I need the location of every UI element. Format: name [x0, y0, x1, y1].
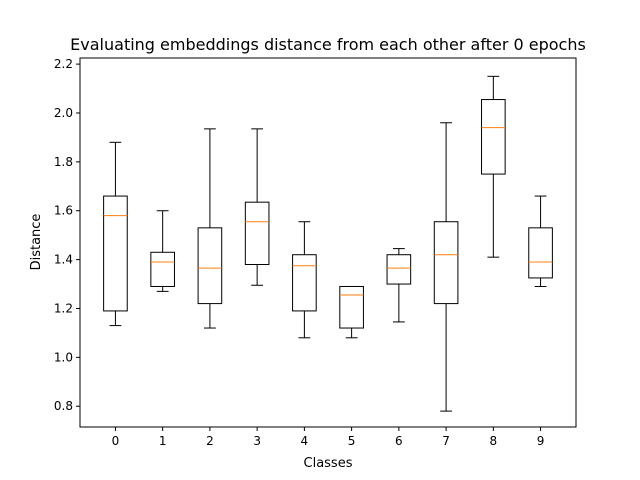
iqr-box	[197, 227, 223, 305]
iqr-box	[528, 227, 553, 279]
x-axis: 0 1 2 3 4 5 6 7 8 9	[112, 427, 545, 448]
x-tick-label: 7	[442, 434, 450, 448]
y-tick-label: 1.4	[54, 253, 73, 267]
iqr-box	[150, 251, 175, 287]
iqr-box	[244, 201, 270, 265]
y-tick-label: 2.2	[54, 57, 73, 71]
x-tick-label: 4	[301, 434, 309, 448]
y-tick-label: 1.2	[54, 301, 73, 315]
x-axis-label: Classes	[304, 456, 353, 471]
x-tick-label: 0	[112, 434, 120, 448]
y-axis: 0.8 1.0 1.2 1.4 1.6 1.8 2.0 2.2	[54, 57, 80, 413]
y-tick-label: 1.0	[54, 350, 73, 364]
y-tick-label: 2.0	[54, 106, 73, 120]
box-class-0	[103, 141, 128, 327]
y-axis-label: Distance	[29, 214, 44, 271]
y-tick-label: 1.6	[54, 204, 73, 218]
box-class-8	[481, 75, 506, 258]
iqr-box	[433, 221, 459, 305]
box-class-9	[528, 195, 553, 287]
iqr-box	[481, 99, 506, 175]
x-tick-label: 1	[159, 434, 167, 448]
box-series	[103, 75, 553, 412]
iqr-box	[103, 195, 128, 312]
x-tick-label: 8	[490, 434, 498, 448]
y-tick-label: 0.8	[54, 399, 73, 413]
x-tick-label: 9	[537, 434, 545, 448]
x-tick-label: 3	[253, 434, 261, 448]
box-class-5	[339, 285, 364, 339]
iqr-box	[339, 285, 364, 329]
x-tick-label: 2	[206, 434, 214, 448]
x-tick-label: 6	[395, 434, 403, 448]
box-class-6	[386, 248, 412, 323]
box-class-4	[292, 221, 317, 339]
y-tick-label: 1.8	[54, 155, 73, 169]
iqr-box	[292, 254, 317, 312]
box-class-3	[244, 128, 270, 286]
x-tick-label: 5	[348, 434, 356, 448]
chart-title: Evaluating embeddings distance from each…	[70, 35, 586, 54]
iqr-box	[386, 254, 412, 285]
box-class-2	[197, 128, 223, 329]
plot-area-frame	[79, 57, 577, 428]
box-class-7	[433, 122, 459, 412]
box-class-1	[150, 210, 175, 292]
